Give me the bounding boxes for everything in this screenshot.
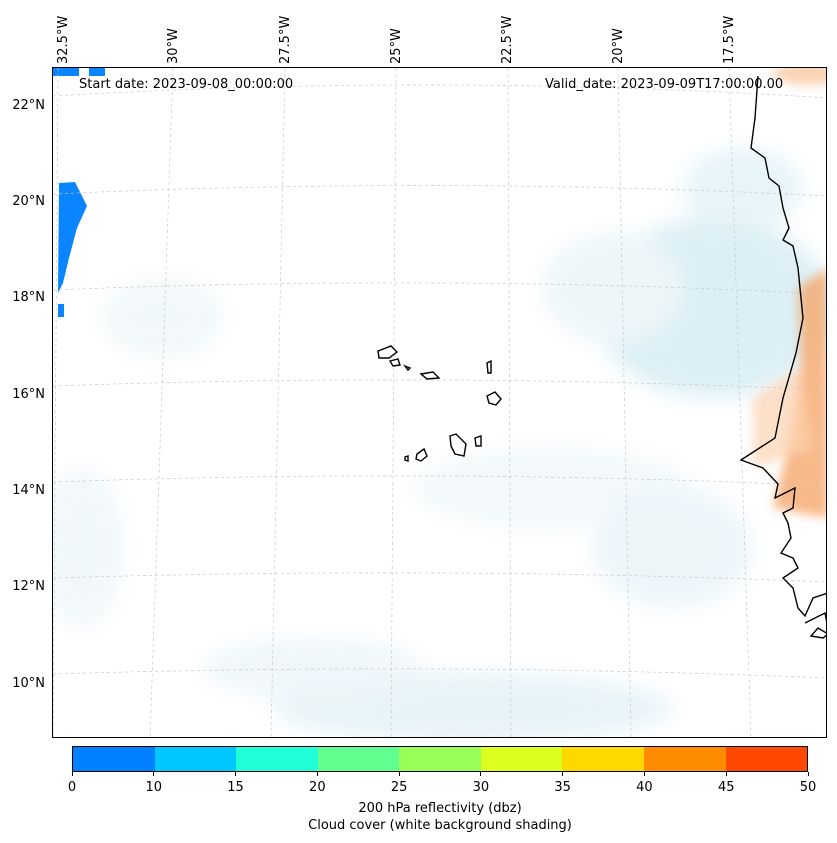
valid-date-label: Valid_date: 2023-09-09T17:00:00.00 <box>545 77 784 92</box>
colorbar-tick <box>316 772 318 776</box>
lon-label-27-5: 27.5°W <box>278 15 293 64</box>
lat-label-18: 18°N <box>12 290 45 305</box>
lat-label-22: 22°N <box>12 98 45 113</box>
colorbar-tick <box>153 772 155 776</box>
colorbar-tick-label: 45 <box>717 780 735 795</box>
colorbar-subtitle: Cloud cover (white background shading) <box>308 818 572 833</box>
colorbar-segment <box>480 747 563 771</box>
colorbar-tick <box>480 772 482 776</box>
colorbar-segment <box>317 747 400 771</box>
colorbar-tick-label: 50 <box>799 780 817 795</box>
colorbar-tick-label: 25 <box>390 780 408 795</box>
colorbar-tick <box>71 772 73 776</box>
colorbar <box>72 746 808 772</box>
start-date-label: Start date: 2023-09-08_00:00:00 <box>79 77 294 92</box>
colorbar-tick-label: 10 <box>145 780 163 795</box>
cape-verde-islands <box>377 345 502 462</box>
reflectivity-blob-west <box>58 182 87 293</box>
lon-label-30: 30°W <box>166 28 181 64</box>
map-panel <box>52 67 827 738</box>
colorbar-tick <box>807 772 809 776</box>
lon-label-32-5: 32.5°W <box>56 15 71 64</box>
lon-label-20: 20°W <box>611 28 626 64</box>
colorbar-tick-label: 20 <box>309 780 326 795</box>
lat-label-12: 12°N <box>12 579 45 594</box>
graticule <box>53 68 826 737</box>
lon-label-25: 25°W <box>389 28 404 64</box>
colorbar-segment <box>399 747 481 771</box>
colorbar-segment <box>562 747 644 771</box>
colorbar-segment <box>154 747 237 771</box>
lat-label-20: 20°N <box>12 194 45 209</box>
colorbar-tick-label: 0 <box>67 780 77 795</box>
colorbar-tick-label: 15 <box>227 780 244 795</box>
colorbar-segment <box>643 747 726 771</box>
reflectivity-blob-top <box>53 68 105 76</box>
colorbar-tick <box>643 772 645 776</box>
lat-label-16: 16°N <box>12 387 45 402</box>
cloud-cover-shading <box>53 148 826 737</box>
colorbar-tick-label: 35 <box>554 780 571 795</box>
colorbar-tick-label: 40 <box>636 780 653 795</box>
colorbar-title: 200 hPa reflectivity (dbz) <box>358 801 522 816</box>
colorbar-segment <box>725 747 808 771</box>
lon-label-17-5: 17.5°W <box>722 15 737 64</box>
colorbar-tick <box>235 772 237 776</box>
lat-label-14: 14°N <box>12 483 45 498</box>
reflectivity-blob-small <box>58 304 64 317</box>
west-africa-coastline <box>739 75 826 639</box>
colorbar-tick <box>562 772 564 776</box>
lon-label-22-5: 22.5°W <box>500 15 515 64</box>
map-canvas <box>53 68 826 737</box>
colorbar-tick <box>725 772 727 776</box>
colorbar-tick <box>398 772 400 776</box>
lat-label-10: 10°N <box>12 676 45 691</box>
colorbar-tick-label: 30 <box>472 780 490 795</box>
colorbar-segment <box>73 747 155 771</box>
colorbar-segment <box>236 747 318 771</box>
